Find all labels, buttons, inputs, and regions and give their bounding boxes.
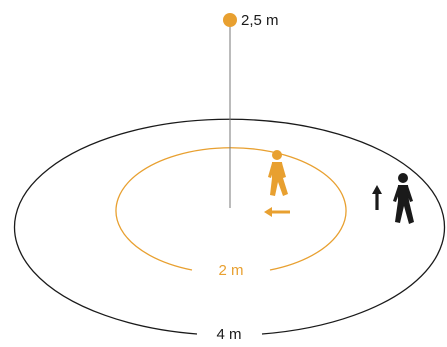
inner-zone-label: 2 m [218, 262, 243, 279]
inner-detection-zone [115, 147, 347, 271]
outer-zone-label: 4 m [216, 326, 241, 343]
left-arrow-icon [264, 207, 290, 217]
sensor-height-label: 2,5 m [241, 12, 279, 29]
up-arrow-icon [372, 185, 382, 210]
walking-person-icon [393, 173, 414, 224]
sensor-dot [223, 13, 237, 27]
walking-person-icon [268, 150, 288, 196]
